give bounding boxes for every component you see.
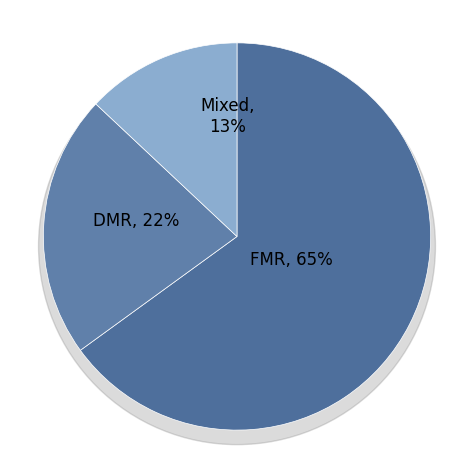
Wedge shape — [44, 104, 237, 350]
Text: FMR, 65%: FMR, 65% — [250, 251, 333, 269]
Wedge shape — [81, 43, 430, 430]
Text: DMR, 22%: DMR, 22% — [93, 212, 180, 230]
Text: Mixed,
13%: Mixed, 13% — [200, 97, 255, 136]
Wedge shape — [96, 43, 237, 237]
Ellipse shape — [38, 48, 436, 445]
